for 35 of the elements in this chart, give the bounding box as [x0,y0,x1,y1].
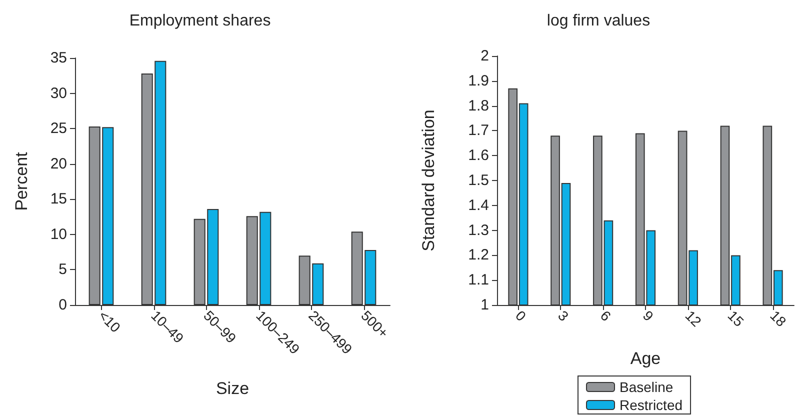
x-tick-label: 6 [597,307,614,324]
y-tick-label: 1.5 [468,172,489,189]
y-tick-label: 35 [50,50,67,66]
x-tick-label: 12 [682,307,705,330]
y-tick-label: 1 [480,296,489,314]
chart-title: Employment shares [129,12,271,30]
y-tick-label: 5 [58,261,67,278]
x-tick-label: 15 [724,307,748,330]
y-tick-label: 1.7 [468,122,489,140]
y-tick-label: 1.4 [468,196,489,214]
y-tick-label: 20 [50,155,67,172]
y-tick-label: 1.6 [468,147,489,164]
y-tick-label: 1.8 [468,97,489,114]
y-tick-label: 0 [58,296,67,314]
y-axis-title: Percent [12,152,31,211]
x-tick-label: <10 [96,307,124,336]
legend-label: Restricted [620,397,683,413]
x-tick-label: 0 [512,307,530,324]
x-tick-label: 18 [767,307,790,330]
x-tick-label: 3 [554,307,572,324]
y-tick-label: 1.1 [468,272,489,289]
x-tick-label: 9 [640,307,657,324]
y-tick-label: 1.9 [468,72,489,90]
y-tick-label: 10 [50,226,67,243]
y-tick-label: 2 [480,48,489,64]
y-tick-label: 15 [50,190,67,208]
y-tick-label: 30 [50,84,67,102]
y-axis-title: Standard deviation [419,110,438,252]
x-axis-title: Age [630,349,661,368]
y-tick-label: 1.3 [468,222,489,239]
chart-title: log firm values [546,12,650,30]
y-tick-label: 25 [50,120,67,138]
legend-label: Baseline [620,379,674,395]
y-tick-label: 1.2 [468,246,489,264]
x-axis-title: Size [216,379,250,398]
